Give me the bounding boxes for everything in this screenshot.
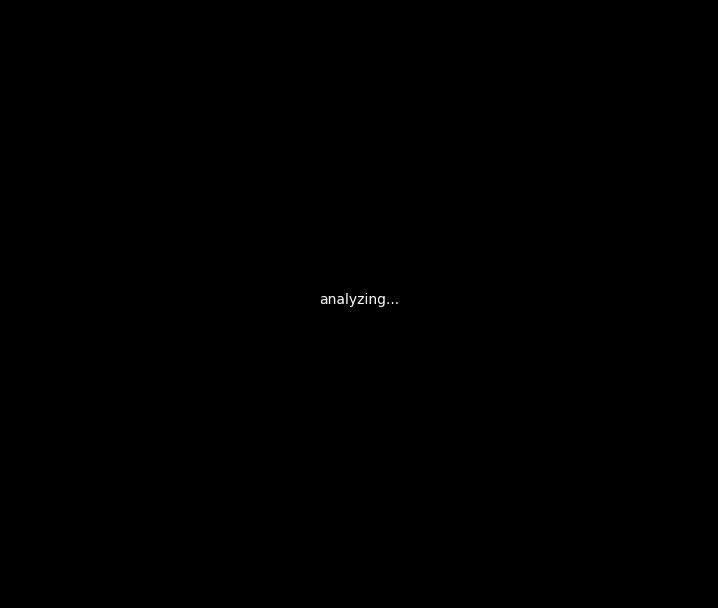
Text: analyzing...: analyzing... bbox=[319, 293, 399, 307]
